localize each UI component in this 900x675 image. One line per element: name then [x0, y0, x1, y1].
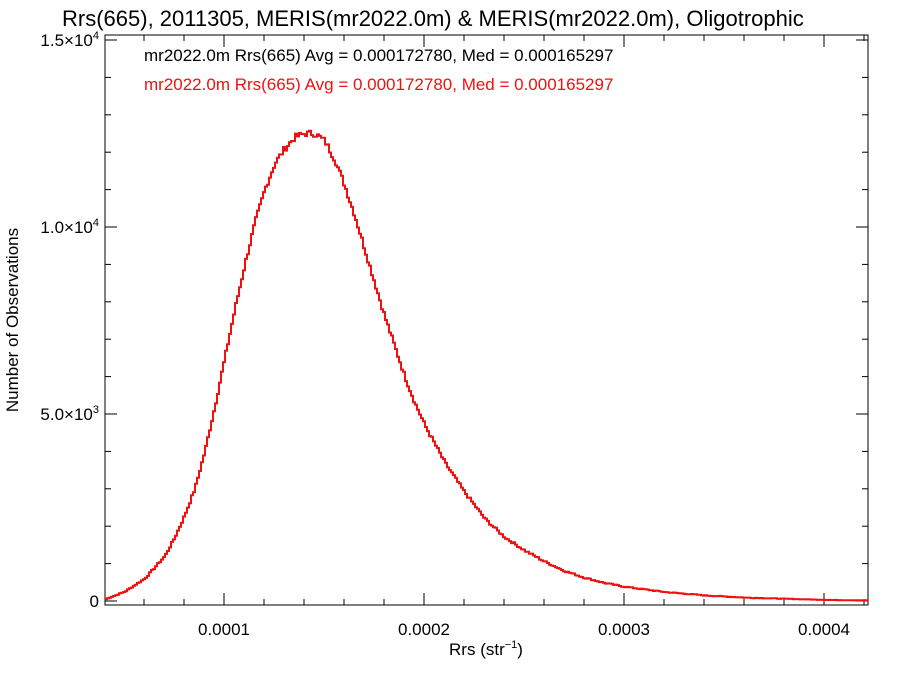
y-tick-label: 0 [90, 592, 99, 611]
y-tick-label: 1.0×104 [40, 217, 99, 237]
y-tick-labels: 0 5.0×103 1.0×104 1.5×104 [40, 30, 99, 611]
plot-frame [104, 34, 869, 606]
x-tick-label: 0.0002 [398, 620, 450, 639]
annotation-red: mr2022.0m Rrs(665) Avg = 0.000172780, Me… [144, 75, 613, 94]
y-axis-label: Number of Observations [3, 228, 22, 412]
annotation-black: mr2022.0m Rrs(665) Avg = 0.000172780, Me… [144, 46, 613, 65]
x-tick-label: 0.0004 [798, 620, 850, 639]
x-tick-label: 0.0003 [598, 620, 650, 639]
y-tick-label: 5.0×103 [40, 404, 99, 424]
y-tick-label: 1.5×104 [40, 30, 99, 50]
axis-ticks [105, 35, 868, 605]
histogram-line [105, 129, 868, 602]
x-axis-label: Rrs (str−1) [449, 639, 523, 659]
chart-title: Rrs(665), 2011305, MERIS(mr2022.0m) & ME… [62, 6, 804, 31]
x-tick-label: 0.0001 [198, 620, 250, 639]
x-tick-labels: 0.0001 0.0002 0.0003 0.0004 [198, 620, 850, 639]
